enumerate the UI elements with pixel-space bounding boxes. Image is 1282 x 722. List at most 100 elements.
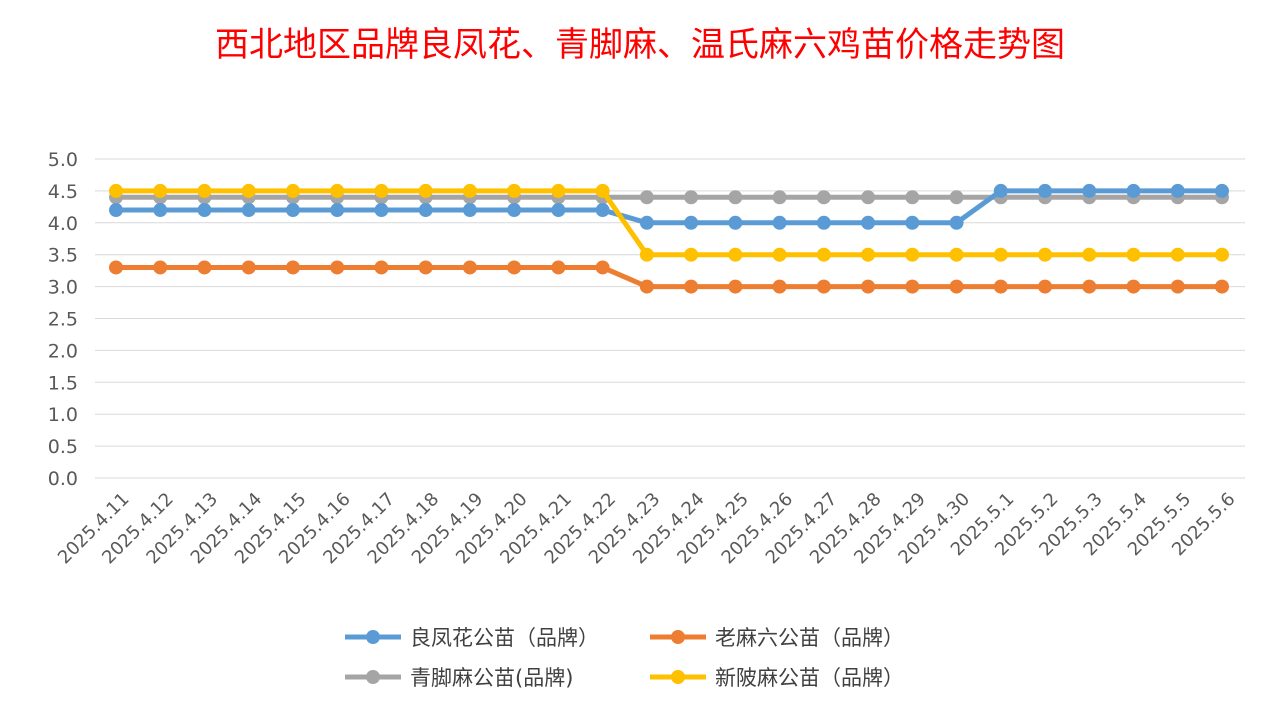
data-point bbox=[816, 190, 831, 205]
data-point bbox=[507, 203, 522, 218]
series-line bbox=[116, 188, 1222, 226]
data-point bbox=[728, 190, 743, 205]
data-point bbox=[905, 279, 920, 294]
data-point bbox=[1215, 183, 1229, 198]
data-point bbox=[816, 279, 831, 294]
legend-label: 老麻六公苗（品牌） bbox=[715, 626, 904, 650]
data-point bbox=[418, 203, 433, 218]
legend-entry: 良凤花公苗（品牌） bbox=[345, 626, 599, 650]
data-point bbox=[241, 260, 256, 275]
data-point bbox=[1126, 183, 1141, 198]
data-point bbox=[197, 260, 212, 275]
legend-label: 青脚麻公苗(品牌) bbox=[410, 666, 573, 690]
data-point bbox=[949, 247, 964, 262]
data-point bbox=[285, 260, 300, 275]
data-point bbox=[285, 203, 300, 218]
data-point bbox=[993, 247, 1008, 262]
data-point bbox=[109, 203, 123, 218]
data-point bbox=[1038, 279, 1053, 294]
data-point bbox=[285, 183, 300, 198]
legend-swatch-marker bbox=[366, 670, 380, 684]
y-tick-label: 4.0 bbox=[48, 213, 78, 235]
series-line bbox=[116, 188, 1222, 258]
data-point bbox=[639, 190, 654, 205]
data-point bbox=[418, 183, 433, 198]
data-point bbox=[462, 260, 477, 275]
series bbox=[109, 260, 1229, 294]
gridlines bbox=[95, 158, 1245, 479]
data-point bbox=[197, 203, 212, 218]
y-tick-label: 1.0 bbox=[48, 404, 78, 426]
data-point bbox=[507, 183, 522, 198]
data-point bbox=[639, 215, 654, 230]
data-point bbox=[728, 215, 743, 230]
data-point bbox=[1082, 279, 1097, 294]
data-point bbox=[949, 190, 964, 205]
data-point bbox=[1038, 183, 1053, 198]
data-point bbox=[861, 215, 876, 230]
y-tick-label: 3.0 bbox=[48, 277, 78, 299]
data-point bbox=[1215, 247, 1229, 262]
data-point bbox=[241, 203, 256, 218]
data-point bbox=[684, 279, 699, 294]
y-tick-label: 0.5 bbox=[48, 436, 78, 458]
data-point bbox=[861, 190, 876, 205]
data-point bbox=[861, 279, 876, 294]
data-point bbox=[728, 247, 743, 262]
data-point bbox=[772, 247, 787, 262]
data-point bbox=[1215, 279, 1229, 294]
data-point bbox=[1126, 247, 1141, 262]
data-point bbox=[330, 183, 345, 198]
data-point bbox=[551, 203, 566, 218]
y-tick-label: 1.5 bbox=[48, 372, 78, 394]
data-point bbox=[153, 260, 168, 275]
data-point bbox=[905, 215, 920, 230]
y-tick-label: 3.5 bbox=[48, 245, 78, 267]
data-point bbox=[1170, 247, 1185, 262]
data-point bbox=[241, 183, 256, 198]
data-point bbox=[330, 260, 345, 275]
data-point bbox=[551, 183, 566, 198]
legend-swatch-marker bbox=[671, 670, 685, 684]
data-point bbox=[507, 260, 522, 275]
data-point bbox=[595, 203, 610, 218]
data-point bbox=[993, 279, 1008, 294]
y-tick-label: 5.0 bbox=[48, 149, 78, 171]
series bbox=[109, 183, 1229, 230]
data-point bbox=[993, 183, 1008, 198]
data-point bbox=[109, 183, 123, 198]
data-point bbox=[639, 247, 654, 262]
y-tick-label: 4.5 bbox=[48, 181, 78, 203]
data-point bbox=[1082, 183, 1097, 198]
data-point bbox=[684, 215, 699, 230]
data-point bbox=[816, 247, 831, 262]
data-point bbox=[684, 190, 699, 205]
chart-title: 西北地区品牌良凤花、青脚麻、温氏麻六鸡苗价格走势图 bbox=[215, 25, 1065, 65]
data-point bbox=[109, 260, 123, 275]
legend-swatch-marker bbox=[366, 630, 380, 644]
legend-entry: 青脚麻公苗(品牌) bbox=[345, 666, 573, 690]
data-point bbox=[197, 183, 212, 198]
data-point bbox=[153, 183, 168, 198]
data-point bbox=[551, 260, 566, 275]
series bbox=[109, 183, 1229, 262]
data-point bbox=[374, 203, 389, 218]
data-point bbox=[949, 279, 964, 294]
data-point bbox=[418, 260, 433, 275]
data-point bbox=[1170, 279, 1185, 294]
data-point bbox=[595, 183, 610, 198]
data-point bbox=[1170, 183, 1185, 198]
y-axis-ticks: 5.0 4.5 4.0 3.5 3.0 2.5 2.0 1.5 1.0 0.5 0.0 bbox=[48, 149, 78, 490]
data-point bbox=[861, 247, 876, 262]
data-point bbox=[153, 203, 168, 218]
data-point bbox=[374, 260, 389, 275]
y-tick-label: 2.5 bbox=[48, 309, 78, 331]
data-point bbox=[462, 183, 477, 198]
legend-label: 良凤花公苗（品牌） bbox=[410, 626, 599, 650]
data-point bbox=[728, 279, 743, 294]
series-lines bbox=[109, 183, 1229, 294]
data-point bbox=[1038, 247, 1053, 262]
data-point bbox=[1082, 247, 1097, 262]
x-axis-ticks: 2025.4.112025.4.122025.4.132025.4.142025… bbox=[54, 489, 1240, 569]
